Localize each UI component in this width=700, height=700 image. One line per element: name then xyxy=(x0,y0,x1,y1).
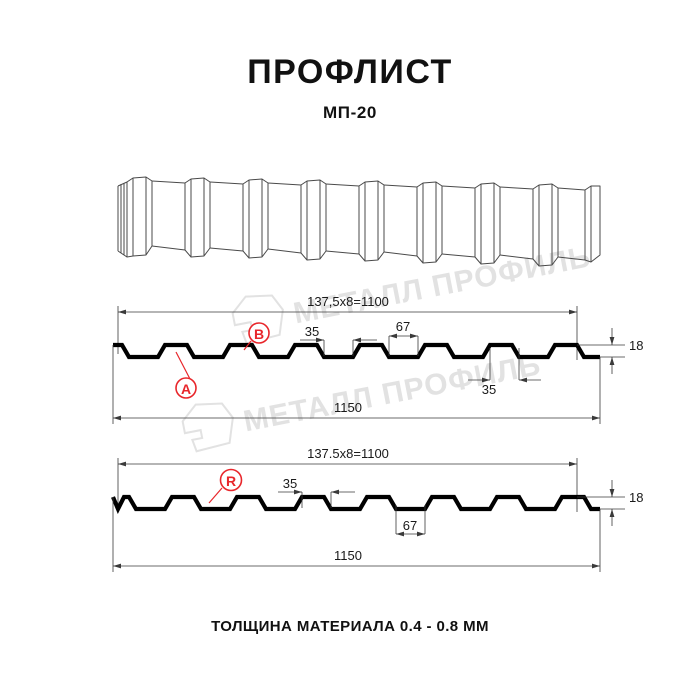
marker-a-label: A xyxy=(181,381,191,397)
dim-35-upper-section1: 35 xyxy=(300,324,377,356)
dim-67-section1: 67 xyxy=(388,319,419,356)
dim-18-section1: 18 xyxy=(577,328,643,374)
profile-sheet-isometric xyxy=(117,176,601,267)
marker-r-section2: R xyxy=(208,468,243,504)
watermark-logo-icon-2 xyxy=(181,402,234,453)
cross-section-front: 137,5x8=1100 A B xyxy=(112,294,643,424)
marker-b-label: B xyxy=(254,326,264,342)
dim-label-35-upper-section1: 35 xyxy=(305,324,319,339)
dim-top-1100-section1: 137,5x8=1100 xyxy=(117,294,578,360)
dim-label-top-section1: 137,5x8=1100 xyxy=(307,294,389,309)
dim-label-18-section2: 18 xyxy=(629,490,643,505)
dim-top-1100-section2: 137.5x8=1100 xyxy=(117,446,578,512)
dim-label-bottom-section2: 1150 xyxy=(334,548,362,563)
watermark-upper: МЕТАЛЛ ПРОФИЛЬ xyxy=(231,240,594,345)
dim-67-section2: 67 xyxy=(395,505,426,537)
dim-label-top-section2: 137.5x8=1100 xyxy=(307,446,389,461)
marker-a-section1: A xyxy=(175,351,197,399)
page-title: ПРОФЛИСТ xyxy=(247,53,453,91)
marker-b-section1: B xyxy=(243,322,270,351)
dim-label-bottom-section1: 1150 xyxy=(334,400,362,415)
cross-section-reverse: 137.5x8=1100 R 35 xyxy=(111,446,643,572)
dim-label-18-section1: 18 xyxy=(629,338,643,353)
marker-r-label: R xyxy=(226,473,236,489)
dim-bottom-1150-section2: 1150 xyxy=(112,497,601,572)
dim-35-lower-section1: 35 xyxy=(468,348,541,397)
dim-35-section2: 35 xyxy=(278,476,355,508)
profile-waveform-section2 xyxy=(111,494,600,515)
title-block: ПРОФЛИСТ МП-20 xyxy=(0,55,700,123)
dim-bottom-1150-section1: 1150 xyxy=(112,345,601,424)
dim-label-67-section1: 67 xyxy=(396,319,410,334)
profile-waveform-section1 xyxy=(113,342,600,360)
dim-18-section2: 18 xyxy=(577,480,643,526)
dim-label-35-lower-section1: 35 xyxy=(482,382,496,397)
dim-label-35-section2: 35 xyxy=(283,476,297,491)
watermark-text-2: МЕТАЛЛ ПРОФИЛЬ xyxy=(241,348,544,438)
material-thickness-note: ТОЛЩИНА МАТЕРИАЛА 0.4 - 0.8 ММ xyxy=(211,618,489,635)
dim-label-67-section2: 67 xyxy=(403,518,417,533)
page-subtitle: МП-20 xyxy=(323,103,377,122)
